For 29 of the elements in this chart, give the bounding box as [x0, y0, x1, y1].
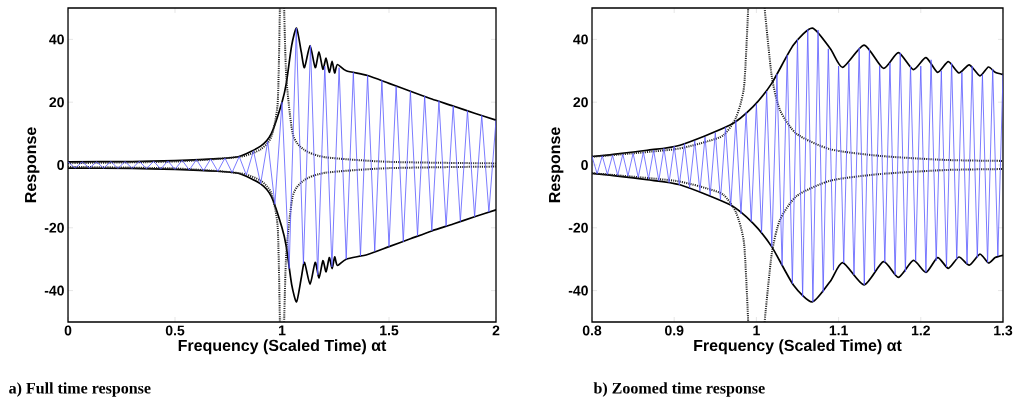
- x-axis-title: Frequency (Scaled Time) αt: [178, 339, 387, 355]
- line-series: [68, 27, 497, 276]
- x-tick-label: 0.9: [665, 325, 684, 336]
- x-tick-label: 0.5: [165, 325, 185, 336]
- x-axis-title: Frequency (Scaled Time) αt: [694, 339, 902, 355]
- x-tick-label: 1.2: [911, 325, 930, 336]
- x-tick-label: 2: [492, 325, 500, 336]
- y-tick-label: -40: [44, 285, 64, 296]
- x-tick-label: 1.1: [829, 325, 848, 336]
- x-tick-label: 0.8: [582, 325, 602, 336]
- y-tick-label: 0: [57, 160, 64, 170]
- x-tick-label: 1: [753, 325, 760, 336]
- y-axis-title: Response: [549, 127, 564, 203]
- x-tick-label: 1: [279, 325, 286, 336]
- y-tick-label: 20: [49, 97, 64, 108]
- y-tick-label: -20: [44, 222, 64, 233]
- y-tick-label: 40: [49, 34, 64, 45]
- x-tick-label: 1.5: [380, 325, 399, 336]
- y-tick-label: -20: [568, 222, 588, 233]
- y-tick-label: 20: [573, 97, 588, 108]
- text: b) Zoomed time response: [593, 382, 765, 397]
- x-tick-label: 1.3: [994, 325, 1013, 336]
- y-tick-label: 40: [573, 34, 588, 45]
- y-tick-label: 0: [581, 160, 588, 170]
- text: a) Full time response: [9, 382, 151, 397]
- y-axis-title: Response: [25, 127, 40, 203]
- y-tick-label: -40: [568, 285, 588, 296]
- line-series: [592, 28, 1003, 303]
- x-tick-label: 0: [64, 325, 72, 336]
